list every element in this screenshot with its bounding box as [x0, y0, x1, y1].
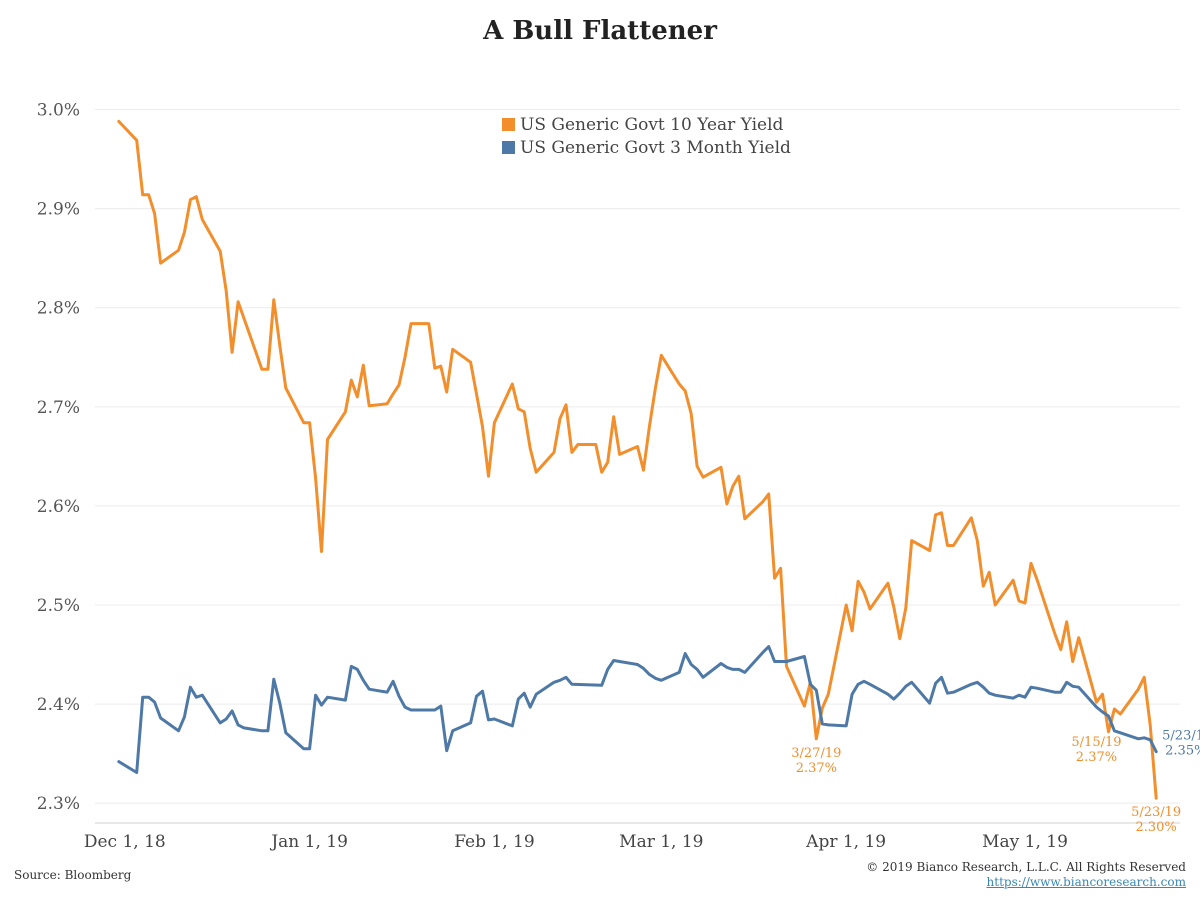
y-tick-label: 2.4%: [37, 695, 80, 715]
series-line-3m: [117, 645, 1158, 774]
series-lines: [117, 119, 1158, 800]
annotation-value: 2.30%: [1135, 820, 1176, 835]
gridlines: [95, 109, 1180, 804]
axes: 3.0% 2.9% 2.8% 2.7% 2.6% 2.5% 2.4% 2.3%Dec 1, 1…: [37, 101, 1180, 852]
annotation-date: 5/15/19: [1071, 735, 1121, 750]
annotation-date: 3/27/19: [791, 746, 841, 761]
x-tick-label: Dec 1, 18: [84, 832, 166, 852]
annotation-date: 5/23/19: [1162, 729, 1200, 744]
x-tick-label: Apr 1, 19: [805, 832, 886, 852]
y-tick-label: 2.5%: [37, 596, 80, 616]
series-line-10y: [117, 119, 1158, 800]
legend-swatch: [502, 141, 515, 154]
x-tick-label: May 1, 19: [982, 832, 1068, 852]
x-tick-label: Mar 1, 19: [619, 832, 703, 852]
y-tick-label: 2.9%: [37, 200, 80, 220]
website-link[interactable]: https://www.biancoresearch.com: [986, 875, 1186, 889]
copyright-note: © 2019 Bianco Research, L.L.C. All Right…: [866, 860, 1186, 874]
legend-swatch: [502, 118, 515, 131]
annotation-value: 2.37%: [1076, 750, 1117, 765]
annotation-date: 5/23/19: [1131, 805, 1181, 820]
annotations: 3/27/192.37%5/15/192.37%5/23/192.30%5/23…: [791, 729, 1200, 836]
x-tick-label: Feb 1, 19: [454, 832, 534, 852]
y-tick-label: 2.7%: [37, 398, 80, 418]
chart-title: A Bull Flattener: [483, 16, 717, 46]
x-tick-label: Jan 1, 19: [269, 832, 348, 852]
source-note: Source: Bloomberg: [14, 868, 132, 882]
y-tick-label: 2.6%: [37, 497, 80, 517]
legend: US Generic Govt 10 Year Yield US Generic …: [502, 115, 791, 158]
y-tick-label: 3.0%: [37, 101, 80, 121]
legend-label: US Generic Govt 10 Year Yield: [520, 115, 784, 135]
annotation-value: 2.35%: [1165, 744, 1200, 759]
y-tick-label: 2.8%: [37, 299, 80, 319]
legend-label: US Generic Govt 3 Month Yield: [520, 138, 791, 158]
annotation-value: 2.37%: [796, 761, 837, 776]
y-tick-label: 2.3%: [37, 794, 80, 814]
